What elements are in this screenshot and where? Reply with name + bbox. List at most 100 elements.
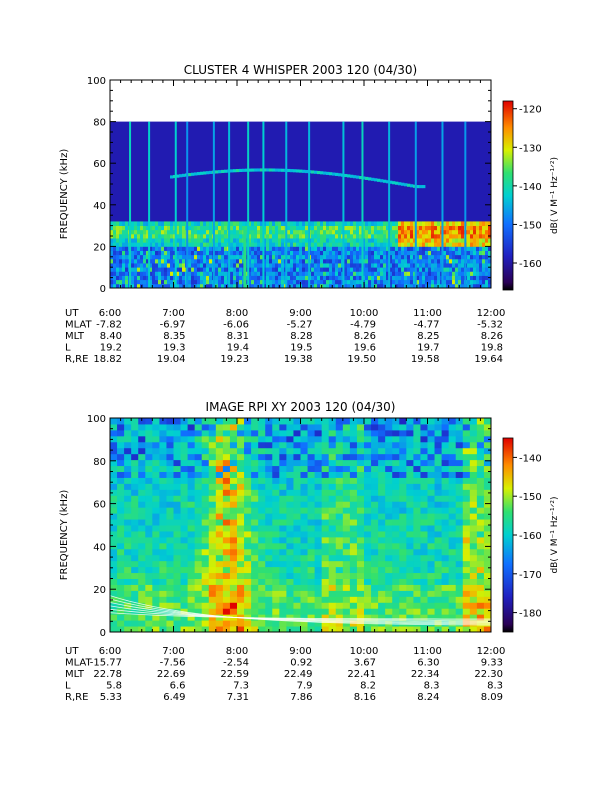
heatmap-cell <box>462 418 471 425</box>
heatmap-cell <box>488 283 491 288</box>
heatmap-cell <box>116 221 120 226</box>
heatmap-cell <box>320 254 324 260</box>
heatmap-cell <box>488 238 491 243</box>
heatmap-cell <box>194 441 203 449</box>
heatmap-cell <box>272 477 280 484</box>
heatmap-cell <box>416 221 420 226</box>
heatmap-cell <box>479 258 483 264</box>
heatmap-cell <box>380 246 384 251</box>
heatmap-cell <box>374 263 378 268</box>
heatmap-cell <box>209 254 213 260</box>
heatmap-cell <box>272 542 280 550</box>
heatmap-cell <box>208 590 217 597</box>
heatmap-cell <box>385 590 393 597</box>
heatmap-cell <box>448 548 457 556</box>
heatmap-cell <box>328 477 337 484</box>
heatmap-cell <box>359 246 363 251</box>
heatmap-cell <box>272 453 280 461</box>
heatmap-cell <box>323 225 327 231</box>
heatmap-cell <box>110 238 114 243</box>
heatmap-cell <box>455 423 464 431</box>
heatmap-cell <box>462 596 471 603</box>
heatmap-cell <box>224 238 228 243</box>
heatmap-cell <box>335 507 344 514</box>
heatmap-cell <box>152 513 160 520</box>
heatmap-cell <box>215 471 224 478</box>
heatmap-cell <box>398 263 402 268</box>
heatmap-cell <box>281 258 285 264</box>
heatmap-cell <box>263 283 267 288</box>
heatmap-cell <box>245 250 249 256</box>
heatmap-cell <box>305 263 309 268</box>
heatmap-cell <box>248 225 252 231</box>
heatmap-cell <box>113 267 117 272</box>
heatmap-cell <box>470 233 474 239</box>
heatmap-cell <box>152 620 160 627</box>
heatmap-cell <box>413 435 421 443</box>
heatmap-cell <box>143 246 147 251</box>
heatmap-cell <box>320 171 324 175</box>
heatmap-cell <box>293 465 301 472</box>
heatmap-cell <box>380 250 384 256</box>
heatmap-cell <box>300 459 309 467</box>
heatmap-cell <box>317 225 321 231</box>
heatmap-cell <box>117 471 125 478</box>
heatmap-cell <box>307 596 316 603</box>
heatmap-cell <box>349 560 358 568</box>
heatmap-cell <box>187 477 196 484</box>
heatmap-cell <box>441 483 450 490</box>
heatmap-cell <box>329 242 333 247</box>
heatmap-cell <box>117 435 125 443</box>
heatmap-cell <box>353 275 357 281</box>
heatmap-cell <box>335 423 344 431</box>
heatmap-cell <box>399 560 407 568</box>
heatmap-cell <box>448 418 457 425</box>
heatmap-cell <box>275 283 279 288</box>
heatmap-cell <box>452 225 456 231</box>
heatmap-cell <box>392 477 400 484</box>
heatmap-cell <box>110 590 118 597</box>
heatmap-cell <box>131 246 135 251</box>
heatmap-cell <box>321 554 330 562</box>
heatmap-cell <box>443 238 447 243</box>
heatmap-cell <box>180 418 189 425</box>
heatmap-cell <box>462 471 471 478</box>
heatmap-cell <box>398 283 402 288</box>
heatmap-cell <box>368 221 372 226</box>
heatmap-cell <box>281 225 285 231</box>
heatmap-cell <box>113 275 117 281</box>
heatmap-cell <box>307 447 316 455</box>
heatmap-cell <box>251 554 259 562</box>
heatmap-cell <box>342 608 351 615</box>
heatmap-cell <box>279 471 287 478</box>
heatmap-cell <box>374 238 378 243</box>
heatmap-cell <box>326 233 330 239</box>
heatmap-cell <box>244 608 252 615</box>
heatmap-cell <box>230 233 234 239</box>
heatmap-cell <box>293 596 301 603</box>
heatmap-cell <box>167 279 171 285</box>
heatmap-cell <box>152 429 160 437</box>
heatmap-cell <box>138 525 146 532</box>
heatmap-cell <box>329 271 333 276</box>
heatmap-cell <box>161 275 165 281</box>
heatmap-cell <box>279 501 287 508</box>
heatmap-cell <box>206 225 210 231</box>
heatmap-cell <box>380 267 384 272</box>
heatmap-cell <box>180 471 189 478</box>
heatmap-cell <box>180 620 189 627</box>
heatmap-cell <box>399 590 407 597</box>
heatmap-cell <box>326 238 330 243</box>
heatmap-cell <box>245 225 249 231</box>
heatmap-cell <box>420 471 428 478</box>
heatmap-cell <box>407 271 411 276</box>
heatmap-cell <box>258 590 266 597</box>
heatmap-cell <box>314 423 323 431</box>
heatmap-cell <box>180 441 189 449</box>
heatmap-cell <box>266 283 270 288</box>
heatmap-cell <box>371 471 379 478</box>
heatmap-cell <box>378 620 386 627</box>
heatmap-cell <box>187 435 196 443</box>
heatmap-cell <box>416 283 420 288</box>
